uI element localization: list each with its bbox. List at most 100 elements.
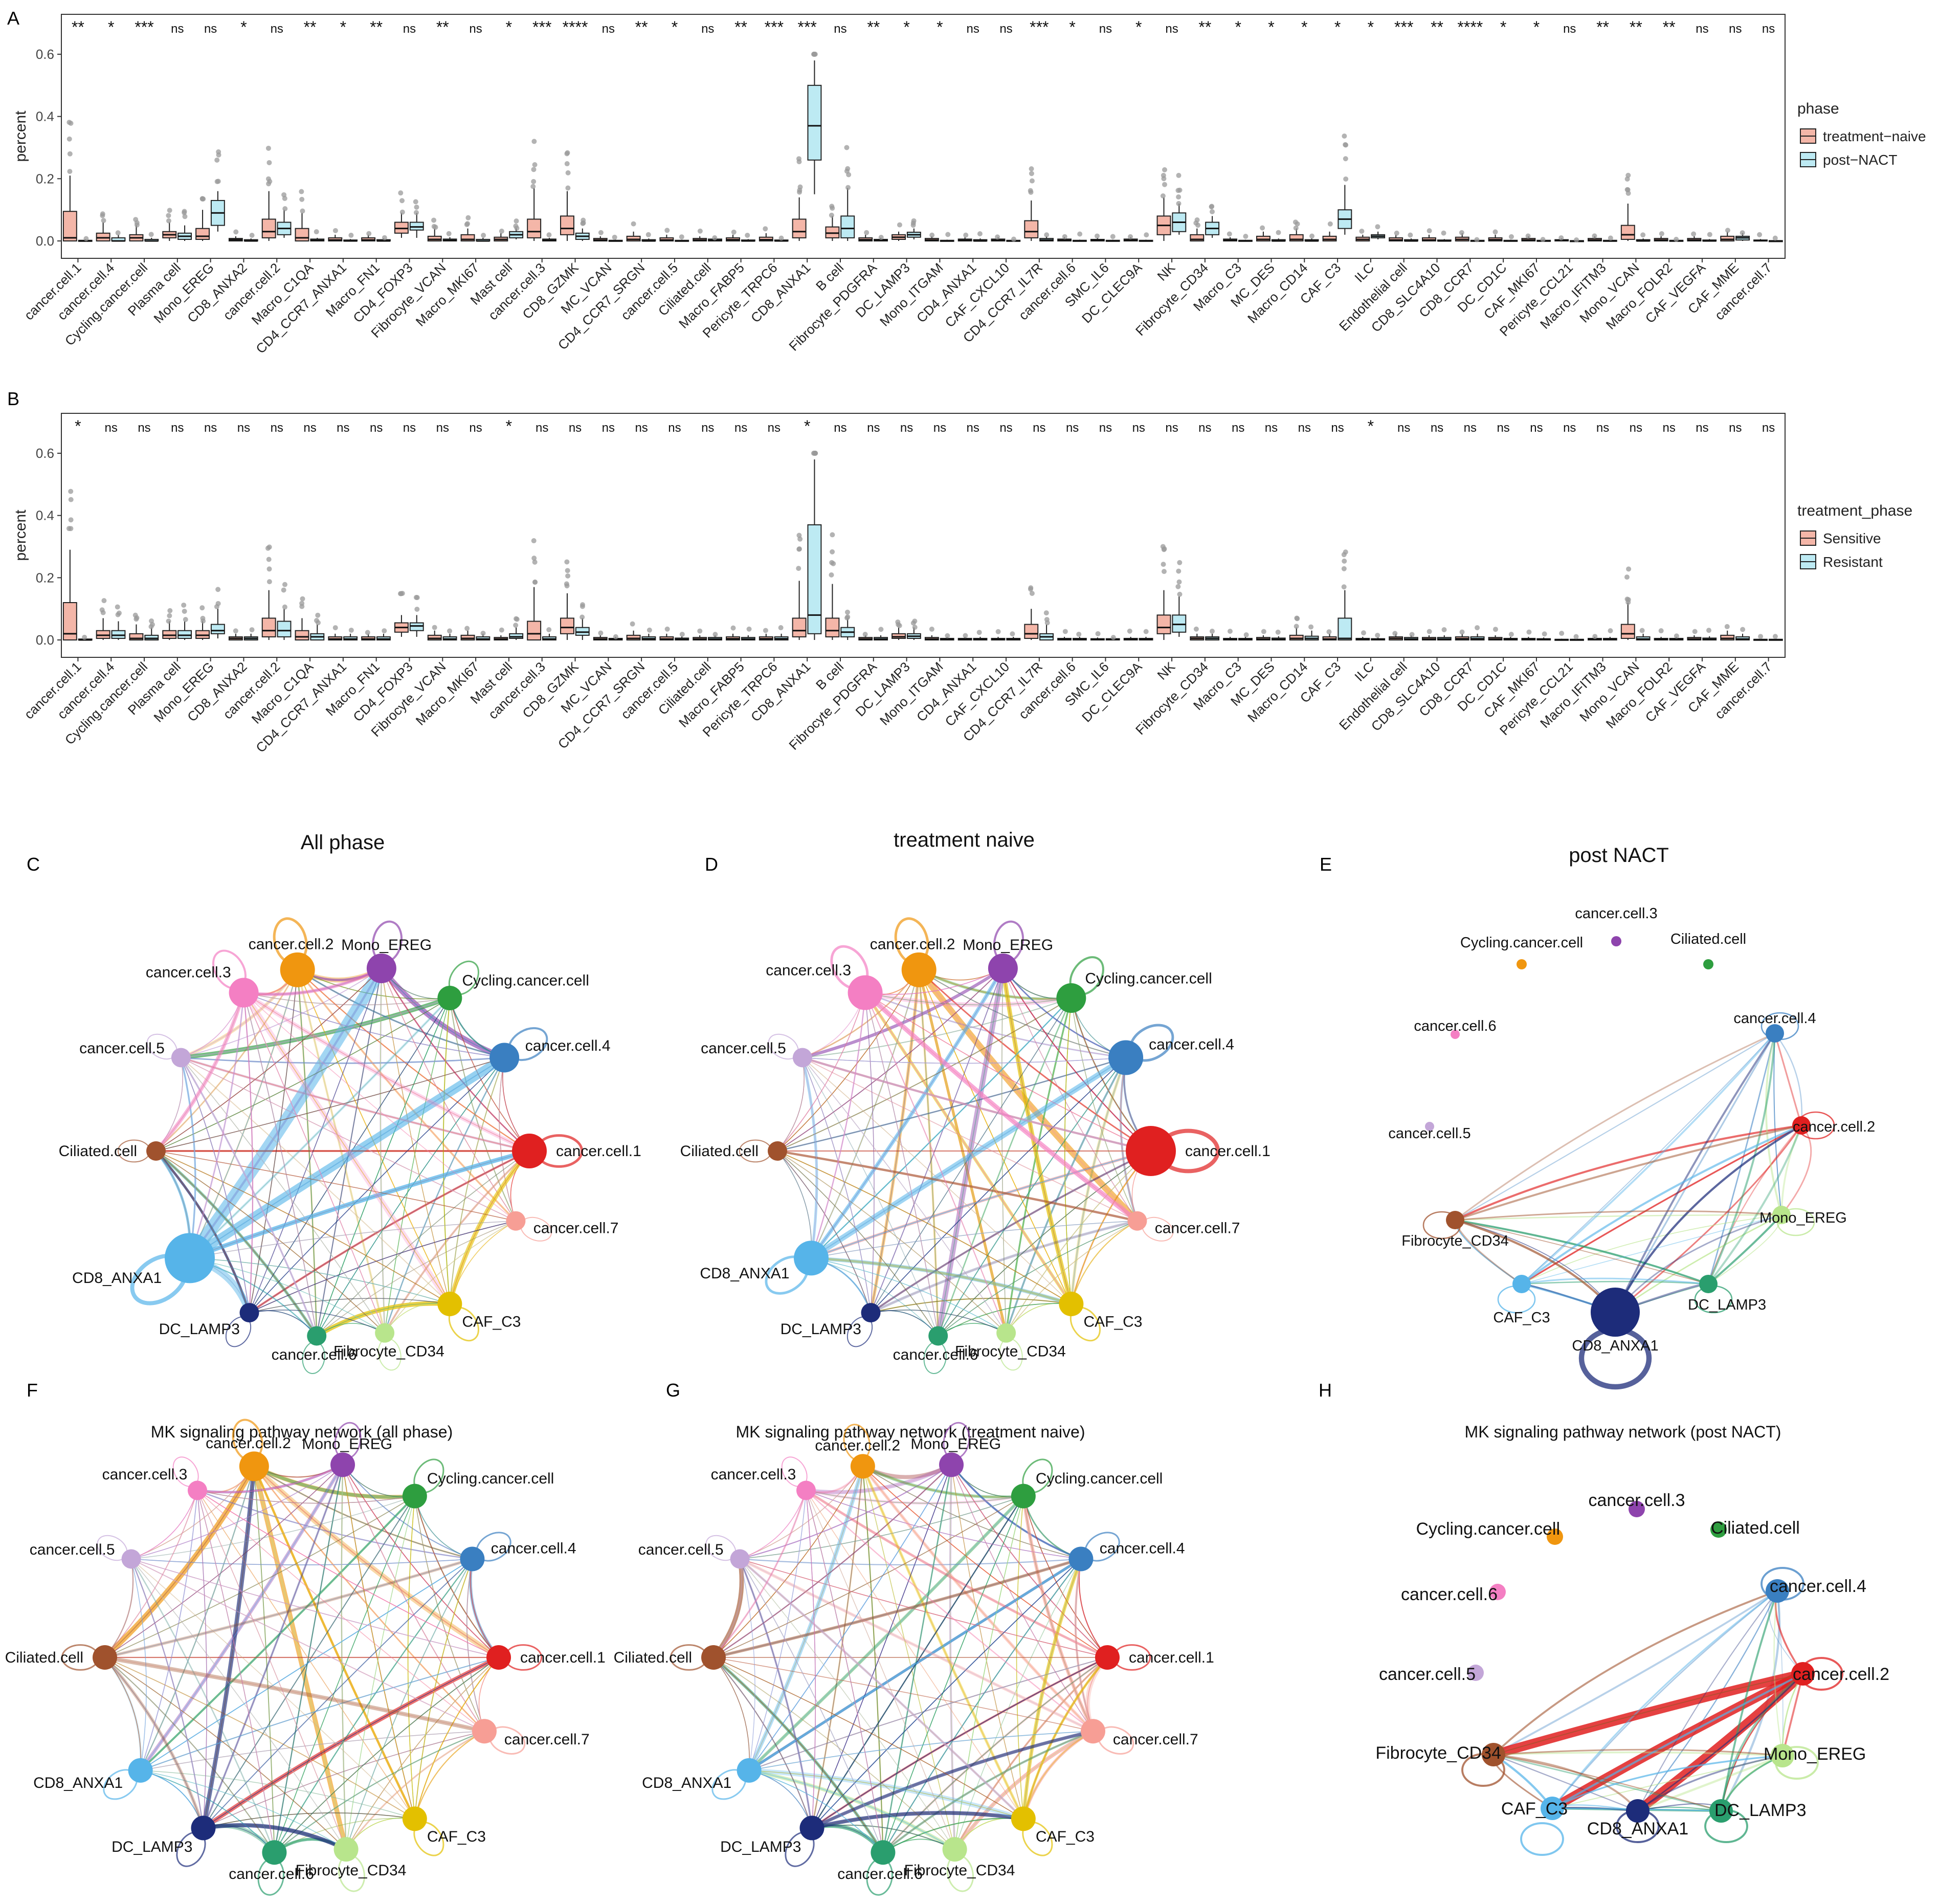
edge-cancer-cell-4-to-cancer-cell-2 xyxy=(1774,1033,1803,1126)
box-cd8-gzmk-group1 xyxy=(560,617,574,634)
significance-label: * xyxy=(506,18,512,36)
edge-cd8-anxa1-to-mono-ereg xyxy=(140,1465,343,1771)
node-label: Fibrocyte_CD34 xyxy=(955,1343,1066,1360)
node-label: cancer.cell.5 xyxy=(1388,1125,1470,1142)
significance-label: * xyxy=(506,417,512,435)
edge-cancer-cell-4-to-caf-c3 xyxy=(1070,1057,1127,1304)
significance-label: ns xyxy=(668,421,681,435)
legend-title: treatment_phase xyxy=(1797,502,1912,519)
edge-cancer-cell-6-to-cycling-cancer-cell xyxy=(882,1496,1024,1853)
significance-label: ns xyxy=(1729,22,1742,36)
edge-cancer-cell-4-to-mono-ereg xyxy=(381,968,505,1058)
edge-dc-lamp3-to-caf-c3 xyxy=(871,1298,1072,1313)
edge-cancer-cell-3-to-cancer-cell-7 xyxy=(243,992,516,1222)
edge-cancer-cell-4-to-cancer-cell-2 xyxy=(254,1466,473,1560)
edge-cancer-cell-2-to-cancer-cell-1 xyxy=(297,969,530,1152)
edge-cancer-cell-7-to-cancer-cell-4 xyxy=(1120,1057,1138,1222)
node-label: cancer.cell.7 xyxy=(1113,1731,1198,1748)
edge-cancer-cell-1-to-cancer-cell-4 xyxy=(470,1559,499,1658)
significance-label: ns xyxy=(303,421,316,435)
network-edges xyxy=(1492,1590,1807,1815)
outlier-point xyxy=(465,221,471,227)
significance-label: ns xyxy=(138,421,150,435)
outlier-point xyxy=(315,612,321,618)
edge-ciliated-cell-to-caf-c3 xyxy=(777,1150,1072,1304)
node-cancer-cell-6 xyxy=(262,1840,287,1865)
significance-label: * xyxy=(1334,18,1341,36)
edge-cancer-cell-4-to-cancer-cell-3 xyxy=(865,992,1126,1058)
network-panel-e: post NACT Cycling.cancer.cell cancer.cell.… xyxy=(1388,844,1875,1390)
node-cd8-anxa1 xyxy=(794,1241,829,1276)
edge-cancer-cell-1-to-cancer-cell-2 xyxy=(918,969,1151,1152)
edge-cancer-cell-5-to-ciliated-cell xyxy=(713,1559,742,1658)
outlier-point xyxy=(530,184,536,189)
outlier-point xyxy=(149,622,155,627)
y-tick-label: 0.2 xyxy=(36,570,54,585)
edge-cancer-cell-5-to-dc-lamp3 xyxy=(181,1057,250,1313)
edge-cancer-cell-4-to-dc-lamp3 xyxy=(249,1057,505,1313)
edge-dc-lamp3-to-cancer-cell-2 xyxy=(1707,1125,1802,1285)
edge-cd8-anxa1-to-cancer-cell-5 xyxy=(739,1559,755,1770)
node-label: cancer.cell.3 xyxy=(711,1466,796,1483)
edge-cancer-cell-5-to-caf-c3 xyxy=(131,1558,415,1819)
legend-title: phase xyxy=(1797,100,1839,117)
significance-label: ns xyxy=(1165,421,1178,435)
box-cancer-cell-2-group1 xyxy=(261,218,276,238)
significance-label: * xyxy=(672,18,678,36)
outlier-point xyxy=(1243,234,1249,239)
panel-letter-g: G xyxy=(666,1380,680,1401)
edge-caf-c3-to-cancer-cell-3 xyxy=(243,992,450,1304)
outlier-point xyxy=(348,627,354,633)
outlier-point xyxy=(631,221,636,227)
edge-cancer-cell-1-to-dc-lamp3 xyxy=(870,1150,1151,1314)
edge-cancer-cell-6-to-cancer-cell-7 xyxy=(316,1221,516,1337)
edge-cancer-cell-4-to-caf-c3 xyxy=(449,1057,505,1304)
outlier-point xyxy=(1508,631,1514,637)
edge-cancer-cell-4-to-cancer-cell-2 xyxy=(862,1466,1081,1560)
edge-fibrocyte-cd34-to-mono-ereg xyxy=(1493,1748,1783,1757)
edge-cd8-anxa1-to-cancer-cell-7 xyxy=(140,1731,485,1771)
outlier-point xyxy=(912,618,918,624)
edge-dc-lamp3-to-ciliated-cell xyxy=(713,1657,813,1828)
significance-label: ns xyxy=(1497,421,1509,435)
box-mono-vcan-group1 xyxy=(1620,225,1635,240)
outlier-point xyxy=(679,234,684,240)
outlier-point xyxy=(812,52,817,57)
edge-cancer-cell-5-to-cancer-cell-7 xyxy=(740,1558,1094,1732)
edge-cancer-cell-4-to-caf-c3 xyxy=(1521,1033,1775,1285)
node-label: Mono_EREG xyxy=(963,937,1053,954)
edge-cancer-cell-5-to-cancer-cell-3 xyxy=(131,1490,198,1560)
significance-label: ns xyxy=(834,22,846,36)
outlier-point xyxy=(464,626,470,631)
outlier-point xyxy=(829,212,834,218)
outlier-point xyxy=(183,617,188,623)
edge-dc-lamp3-to-cancer-cell-2 xyxy=(870,969,920,1313)
edge-cancer-cell-3-to-caf-c3 xyxy=(241,991,452,1305)
edge-cancer-cell-7-to-cycling-cancer-cell xyxy=(449,998,517,1222)
edge-caf-c3-to-cycling-cancer-cell xyxy=(407,1496,415,1819)
edge-caf-c3-to-cancer-cell-3 xyxy=(806,1490,1024,1819)
node-label: CD8_ANXA1 xyxy=(700,1265,789,1282)
outlier-point xyxy=(731,229,737,235)
edge-mono-ereg-to-cancer-cell-4 xyxy=(1773,1590,1784,1756)
node-label: cancer.cell.5 xyxy=(638,1541,724,1558)
significance-label: ns xyxy=(1099,421,1112,435)
significance-label: ns xyxy=(1033,421,1045,435)
box-macro-cd14-group1 xyxy=(1289,634,1304,640)
node-cancer-cell-3 xyxy=(229,978,259,1008)
edge-caf-c3-to-cancer-cell-2 xyxy=(919,969,1072,1304)
edge-cancer-cell-7-to-cancer-cell-3 xyxy=(806,1490,1094,1732)
panel-letter-e: E xyxy=(1320,854,1332,875)
edge-ciliated-cell-to-cancer-cell-7 xyxy=(777,1149,1138,1222)
edge-cancer-cell-4-to-fibrocyte-cd34 xyxy=(1455,1033,1775,1221)
outlier-point xyxy=(1260,225,1265,231)
edge-ciliated-cell-to-cancer-cell-2 xyxy=(713,1466,863,1658)
panel-letter-c: C xyxy=(27,854,40,875)
edge-cancer-cell-7-to-cancer-cell-2 xyxy=(254,1466,485,1732)
outlier-point xyxy=(1309,233,1315,239)
outlier-point xyxy=(963,232,969,238)
network-panel-d: treatment naive cancer.cell.2 Mono_EREG Cyc… xyxy=(680,829,1271,1374)
edge-cancer-cell-6-to-ciliated-cell xyxy=(104,1657,275,1853)
outlier-point xyxy=(1608,628,1613,634)
network-edges xyxy=(1454,1032,1812,1313)
